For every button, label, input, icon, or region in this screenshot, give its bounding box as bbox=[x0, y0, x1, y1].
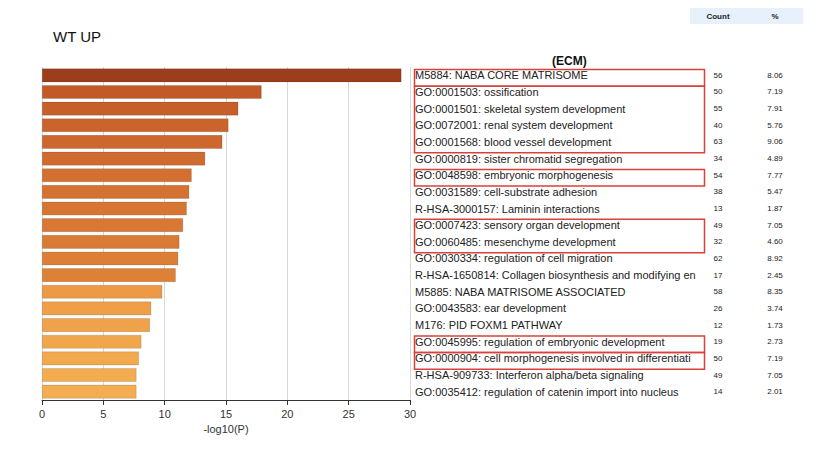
svg-text:1.87: 1.87 bbox=[767, 204, 783, 213]
svg-text:GO:0031589: cell-substrate adh: GO:0031589: cell-substrate adhesion bbox=[415, 186, 597, 198]
svg-text:5: 5 bbox=[100, 408, 106, 420]
svg-text:-log10(P): -log10(P) bbox=[203, 423, 248, 435]
svg-text:63: 63 bbox=[714, 137, 723, 146]
svg-text:20: 20 bbox=[281, 408, 293, 420]
svg-text:55: 55 bbox=[714, 104, 723, 113]
svg-text:8.35: 8.35 bbox=[767, 287, 783, 296]
svg-text:%: % bbox=[771, 12, 778, 21]
svg-text:49: 49 bbox=[714, 371, 723, 380]
svg-text:Count: Count bbox=[706, 12, 729, 21]
svg-text:GO:0001503: ossification: GO:0001503: ossification bbox=[415, 86, 539, 98]
svg-text:4.60: 4.60 bbox=[767, 237, 783, 246]
svg-text:1.73: 1.73 bbox=[767, 321, 783, 330]
svg-text:8.06: 8.06 bbox=[767, 71, 783, 80]
svg-text:7.19: 7.19 bbox=[767, 87, 783, 96]
svg-text:GO:0060485: mesenchyme develop: GO:0060485: mesenchyme development bbox=[415, 236, 616, 248]
svg-text:R-HSA-3000157: Laminin interac: R-HSA-3000157: Laminin interactions bbox=[415, 203, 600, 215]
svg-text:2.01: 2.01 bbox=[767, 387, 783, 396]
svg-text:13: 13 bbox=[714, 204, 723, 213]
svg-text:GO:0001501: skeletal system de: GO:0001501: skeletal system development bbox=[415, 103, 625, 115]
svg-text:2.73: 2.73 bbox=[767, 337, 783, 346]
svg-text:3.74: 3.74 bbox=[767, 304, 783, 313]
svg-text:M5884: NABA CORE MATRISOME: M5884: NABA CORE MATRISOME bbox=[415, 69, 588, 81]
svg-text:4.89: 4.89 bbox=[767, 154, 783, 163]
svg-text:5.76: 5.76 bbox=[767, 121, 783, 130]
svg-text:GO:0030334: regulation of cell: GO:0030334: regulation of cell migration bbox=[415, 252, 613, 264]
svg-text:26: 26 bbox=[714, 304, 723, 313]
svg-text:25: 25 bbox=[343, 408, 355, 420]
svg-text:12: 12 bbox=[714, 321, 723, 330]
svg-text:34: 34 bbox=[714, 154, 723, 163]
svg-text:M176: PID FOXM1 PATHWAY: M176: PID FOXM1 PATHWAY bbox=[415, 319, 563, 331]
svg-text:32: 32 bbox=[714, 237, 723, 246]
svg-text:15: 15 bbox=[220, 408, 232, 420]
svg-text:7.77: 7.77 bbox=[767, 171, 783, 180]
svg-text:(ECM): (ECM) bbox=[552, 54, 587, 68]
svg-text:GO:0035412: regulation of cate: GO:0035412: regulation of catenin import… bbox=[415, 386, 679, 398]
svg-text:7.05: 7.05 bbox=[767, 221, 783, 230]
svg-text:17: 17 bbox=[714, 271, 723, 280]
svg-text:GO:0043583: ear development: GO:0043583: ear development bbox=[415, 302, 566, 314]
svg-text:2.45: 2.45 bbox=[767, 271, 783, 280]
svg-text:38: 38 bbox=[714, 187, 723, 196]
svg-text:19: 19 bbox=[714, 337, 723, 346]
svg-text:WT UP: WT UP bbox=[53, 28, 101, 45]
svg-text:R-HSA-1650814: Collagen biosyn: R-HSA-1650814: Collagen biosynthesis and… bbox=[415, 269, 696, 281]
svg-text:R-HSA-909733: Interferon alpha: R-HSA-909733: Interferon alpha/beta sign… bbox=[415, 369, 644, 381]
svg-text:GO:0000904: cell morphogenesis: GO:0000904: cell morphogenesis involved … bbox=[415, 352, 691, 364]
svg-text:50: 50 bbox=[714, 87, 723, 96]
svg-text:GO:0001568: blood vessel devel: GO:0001568: blood vessel development bbox=[415, 136, 611, 148]
svg-text:56: 56 bbox=[714, 71, 723, 80]
svg-text:50: 50 bbox=[714, 354, 723, 363]
svg-text:GO:0007423: sensory organ deve: GO:0007423: sensory organ development bbox=[415, 219, 620, 231]
svg-text:GO:0048598: embryonic morphoge: GO:0048598: embryonic morphogenesis bbox=[415, 169, 614, 181]
svg-text:10: 10 bbox=[159, 408, 171, 420]
svg-text:7.05: 7.05 bbox=[767, 371, 783, 380]
svg-text:M5885: NABA MATRISOME ASSOCIAT: M5885: NABA MATRISOME ASSOCIATED bbox=[415, 286, 626, 298]
svg-text:8.92: 8.92 bbox=[767, 254, 783, 263]
svg-text:14: 14 bbox=[714, 387, 723, 396]
svg-text:GO:0072001: renal system devel: GO:0072001: renal system development bbox=[415, 119, 613, 131]
svg-text:62: 62 bbox=[714, 254, 723, 263]
svg-text:GO:0045995: regulation of embr: GO:0045995: regulation of embryonic deve… bbox=[415, 336, 665, 348]
svg-text:30: 30 bbox=[404, 408, 416, 420]
svg-text:58: 58 bbox=[714, 287, 723, 296]
svg-text:49: 49 bbox=[714, 221, 723, 230]
svg-text:7.19: 7.19 bbox=[767, 354, 783, 363]
svg-text:54: 54 bbox=[714, 171, 723, 180]
svg-text:7.91: 7.91 bbox=[767, 104, 783, 113]
svg-text:40: 40 bbox=[714, 121, 723, 130]
svg-text:GO:0000819: sister chromatid s: GO:0000819: sister chromatid segregation bbox=[415, 153, 622, 165]
svg-text:5.47: 5.47 bbox=[767, 187, 783, 196]
svg-text:0: 0 bbox=[39, 408, 45, 420]
svg-text:9.06: 9.06 bbox=[767, 137, 783, 146]
